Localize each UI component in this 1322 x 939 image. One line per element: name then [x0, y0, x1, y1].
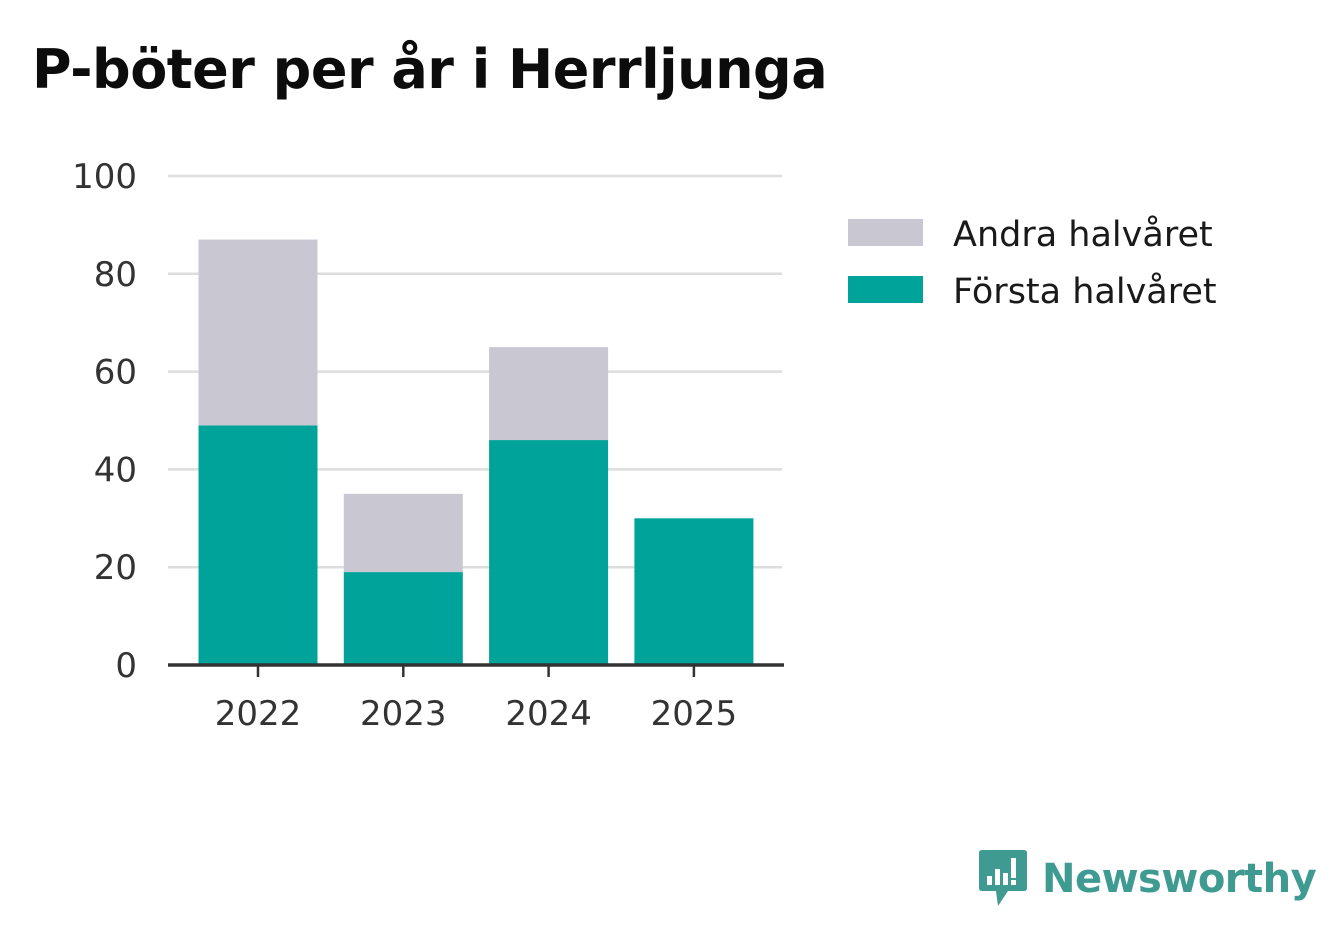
- bar-first-half-2024: [489, 440, 609, 665]
- y-axis-ticks: 0 20 40 60 80 100: [72, 157, 137, 686]
- x-axis: 2022 2023 2024 2025: [168, 663, 784, 734]
- bar-second-half-2023: [343, 493, 463, 573]
- bar-first-half-2025: [634, 518, 754, 665]
- y-tick-label: 80: [94, 255, 137, 295]
- y-tick-label: 0: [115, 646, 137, 686]
- legend-label: Första halvåret: [953, 271, 1217, 312]
- bar-first-half-2022: [198, 425, 318, 665]
- newsworthy-chart-bubble-icon: [979, 850, 1027, 906]
- bar-second-half-2022: [198, 239, 318, 426]
- y-tick-label: 60: [94, 353, 137, 393]
- bar-first-half-2023: [343, 572, 463, 665]
- bars: [198, 239, 754, 665]
- x-tick-label: 2023: [360, 694, 447, 734]
- x-tick-label: 2024: [505, 694, 592, 734]
- legend-label: Andra halvåret: [953, 214, 1213, 255]
- y-tick-label: 100: [72, 157, 137, 197]
- brand-logo: Newsworthy: [978, 848, 1317, 910]
- legend-swatch: [848, 276, 923, 303]
- logo-text: Newsworthy: [1042, 856, 1317, 902]
- y-tick-label: 40: [94, 450, 137, 490]
- legend: Andra halvåret Första halvåret: [848, 214, 1217, 312]
- x-tick-label: 2022: [215, 694, 302, 734]
- chart-title: P-böter per år i Herrljunga: [32, 38, 828, 101]
- y-tick-label: 20: [94, 548, 137, 588]
- legend-swatch: [848, 219, 923, 246]
- bar-second-half-2024: [489, 347, 609, 441]
- x-tick-label: 2025: [651, 694, 738, 734]
